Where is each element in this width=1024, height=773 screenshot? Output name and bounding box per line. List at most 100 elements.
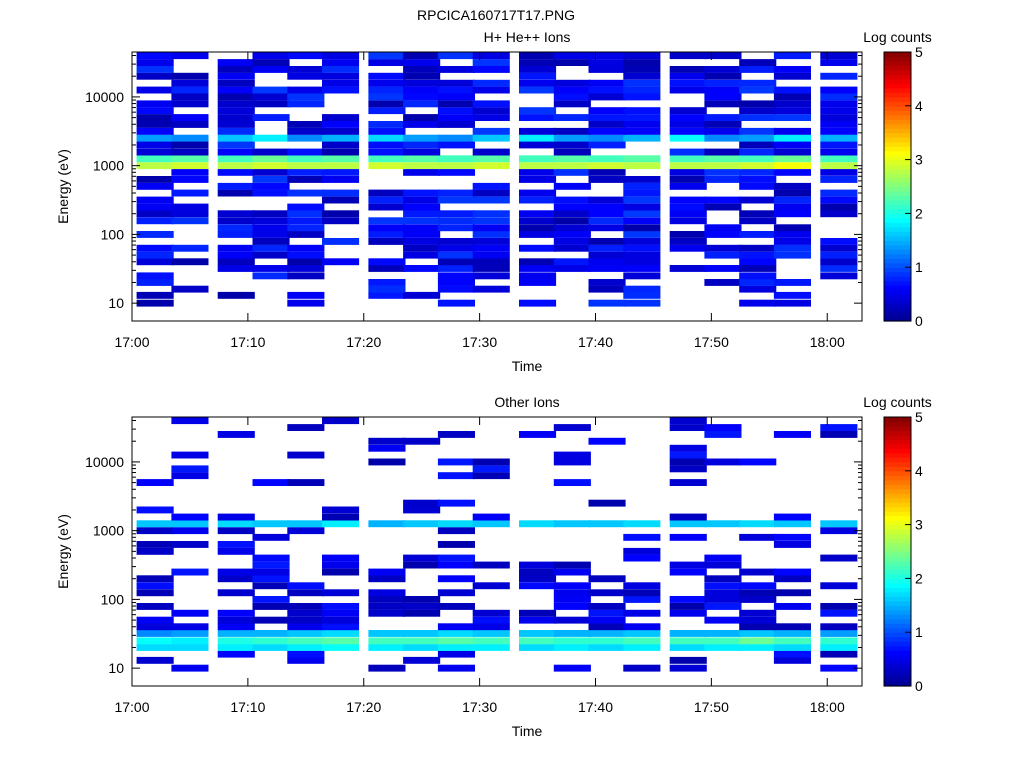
heatmap-cell	[704, 279, 742, 286]
heatmap-cell	[553, 561, 591, 569]
heatmap-cell	[553, 238, 591, 245]
heatmap-cell	[136, 127, 174, 135]
colorbar-segment	[884, 605, 911, 611]
heatmap-cell	[623, 644, 661, 651]
heatmap-cell	[773, 168, 811, 176]
heatmap-cell	[136, 231, 174, 238]
heatmap-cell	[519, 79, 557, 87]
colorbar-segment	[884, 614, 911, 620]
heatmap-cell	[136, 541, 174, 548]
heatmap-cell	[553, 637, 591, 645]
heatmap-cell	[403, 561, 441, 569]
heatmap-cell	[322, 162, 360, 170]
heatmap-cell	[739, 272, 777, 280]
heatmap-cell	[217, 182, 255, 190]
heatmap-cell	[252, 162, 290, 170]
heatmap-cell	[252, 479, 290, 486]
heatmap-cell	[136, 616, 174, 624]
colorbar-segment	[884, 56, 911, 62]
heatmap-cell	[669, 210, 707, 218]
heatmap-cell	[553, 568, 591, 576]
heatmap-cell	[773, 127, 811, 135]
heatmap-cell	[171, 148, 209, 156]
heatmap-cell	[773, 656, 811, 664]
heatmap-cell	[252, 231, 290, 238]
heatmap-cell	[136, 244, 174, 252]
heatmap-cell	[403, 66, 441, 73]
heatmap-cell	[669, 148, 707, 156]
heatmap-cell	[287, 93, 325, 101]
heatmap-cell	[437, 603, 475, 610]
heatmap-cell	[437, 265, 475, 272]
heatmap-cell	[368, 258, 406, 266]
heatmap-cell	[553, 265, 591, 272]
heatmap-cell	[773, 533, 811, 541]
heatmap-cell	[136, 66, 174, 73]
heatmap-cell	[252, 637, 290, 645]
heatmap-cells	[136, 52, 858, 307]
heatmap-cell	[704, 148, 742, 156]
heatmap-cell	[217, 59, 255, 66]
heatmap-cell	[437, 107, 475, 115]
heatmap-cell	[368, 238, 406, 245]
heatmap-cell	[217, 79, 255, 87]
colorbar-segment	[884, 262, 911, 268]
heatmap-cell	[553, 603, 591, 610]
heatmap-cell	[437, 224, 475, 232]
heatmap-cell	[773, 589, 811, 597]
colorbar-segment	[884, 226, 911, 232]
colorbar-segment	[884, 83, 911, 89]
heatmap-cell	[252, 630, 290, 637]
heatmap-cell	[136, 210, 174, 218]
heatmap-cell	[704, 637, 742, 645]
heatmap-cell	[519, 141, 557, 149]
heatmap-cell	[704, 72, 742, 80]
heatmap-cell	[739, 176, 777, 183]
heatmap-cell	[472, 59, 510, 66]
heatmap-cell	[403, 437, 441, 445]
heatmap-cell	[820, 86, 858, 94]
heatmap-cell	[136, 644, 174, 651]
heatmap-cell	[519, 561, 557, 569]
heatmap-cell	[322, 86, 360, 94]
heatmap-cell	[669, 121, 707, 128]
heatmap-cell	[553, 258, 591, 266]
heatmap-cell	[171, 527, 209, 535]
heatmap-cell	[472, 513, 510, 521]
heatmap-cell	[472, 148, 510, 156]
heatmap-cell	[252, 100, 290, 108]
heatmap-cell	[519, 52, 557, 60]
heatmap-cell	[171, 86, 209, 94]
heatmap-cell	[553, 86, 591, 94]
colorbar-segment	[884, 466, 911, 472]
heatmap-cell	[588, 265, 626, 272]
colorbar-segment	[884, 69, 911, 76]
colorbar-segment	[884, 235, 911, 241]
heatmap-cell	[704, 561, 742, 569]
y-tick-label: 100	[101, 591, 125, 607]
heatmap-cell	[217, 127, 255, 135]
heatmap-cell	[252, 616, 290, 624]
colorbar-tick-label: 5	[915, 409, 923, 425]
heatmap-cell	[217, 431, 255, 438]
heatmap-cell	[252, 568, 290, 576]
y-tick-label: 10	[108, 295, 124, 311]
y-axis-label: Energy (eV)	[55, 149, 71, 224]
colorbar-segment	[884, 316, 911, 322]
heatmap-cell	[553, 596, 591, 603]
heatmap-cell	[368, 637, 406, 645]
heatmap-cell	[322, 66, 360, 73]
heatmap-cell	[588, 79, 626, 87]
heatmap-cell	[217, 623, 255, 631]
heatmap-cell	[519, 630, 557, 637]
heatmap-cell	[252, 182, 290, 190]
colorbar-segment	[884, 681, 911, 687]
heatmap-cell	[322, 121, 360, 128]
heatmap-cell	[588, 224, 626, 232]
heatmap-cell	[669, 72, 707, 80]
heatmap-cell	[519, 258, 557, 266]
y-tick-label: 1000	[93, 523, 124, 539]
heatmap-cell	[171, 52, 209, 60]
heatmap-cell	[136, 520, 174, 528]
